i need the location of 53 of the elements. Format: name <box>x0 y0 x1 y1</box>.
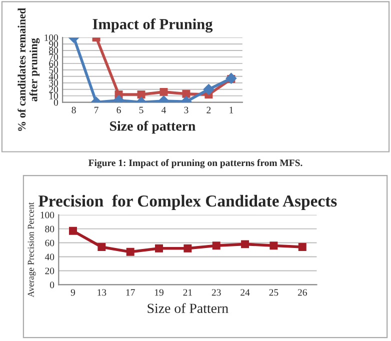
x-axis-title: Size of Pattern <box>148 303 228 314</box>
y-tick-label: 20 <box>45 268 54 274</box>
x-tick-label: 3 <box>184 106 188 114</box>
x-tick-label: 17 <box>126 289 135 296</box>
y-tick-label: 70 <box>49 54 58 60</box>
x-axis-title: Size of pattern <box>110 120 196 134</box>
y-tick-label: 40 <box>48 73 58 80</box>
point <box>270 242 278 250</box>
y-tick-label: 80 <box>45 226 54 232</box>
y-tick-label: 20 <box>49 86 58 93</box>
y-tick-label: 0 <box>54 99 58 106</box>
x-tick-label: 4 <box>161 106 166 114</box>
y-axis-title: % of candidates remained after pruning <box>18 8 40 131</box>
y-tick-label: 0 <box>50 282 54 288</box>
point <box>184 244 192 252</box>
x-tick-label: 1 <box>230 106 234 114</box>
x-tick-label: 7 <box>94 106 98 114</box>
point <box>298 242 306 251</box>
point <box>241 240 250 248</box>
x-tick-label: 5 <box>139 106 144 114</box>
y-axis-title: Average Precision Percent <box>28 202 36 298</box>
point <box>203 84 214 95</box>
point <box>68 226 77 235</box>
point <box>212 242 220 250</box>
y-tick-label: 30 <box>49 80 58 86</box>
x-tick-label: 9 <box>70 289 76 296</box>
y-tick-label: 10 <box>50 92 58 100</box>
point <box>182 90 190 98</box>
x-tick-label: 19 <box>155 289 164 296</box>
y-tick-label: 80 <box>49 47 58 54</box>
chart-title: Impact of Pruning <box>92 18 213 33</box>
x-tick-label: 2 <box>206 106 211 114</box>
x-tick-label: 8 <box>72 106 76 114</box>
y-tick-label: 100 <box>40 212 54 218</box>
y-tick-label: 60 <box>45 240 54 246</box>
y-tick-label: 100 <box>44 34 58 41</box>
x-tick-label: 26 <box>298 289 307 296</box>
x-tick-label: 13 <box>98 289 106 296</box>
caption: Figure 1: Impact of pruning on patterns from MFS. <box>88 159 302 168</box>
x-tick-label: 6 <box>116 106 121 114</box>
chart-title: Precision for Complex Candidate Aspects <box>38 194 337 210</box>
y-tick-label: 40 <box>44 254 54 260</box>
y-tick-label: 50 <box>49 66 58 74</box>
x-tick-label: 21 <box>183 289 192 296</box>
x-tick-label: 23 <box>212 289 221 296</box>
x-tick-label: 24 <box>240 289 250 296</box>
point <box>98 242 106 251</box>
x-tick-label: 25 <box>269 289 278 296</box>
point <box>160 88 168 96</box>
point <box>126 248 134 256</box>
y-tick-label: 60 <box>49 60 58 67</box>
y-tick-label: 90 <box>48 40 58 48</box>
point <box>155 244 163 252</box>
